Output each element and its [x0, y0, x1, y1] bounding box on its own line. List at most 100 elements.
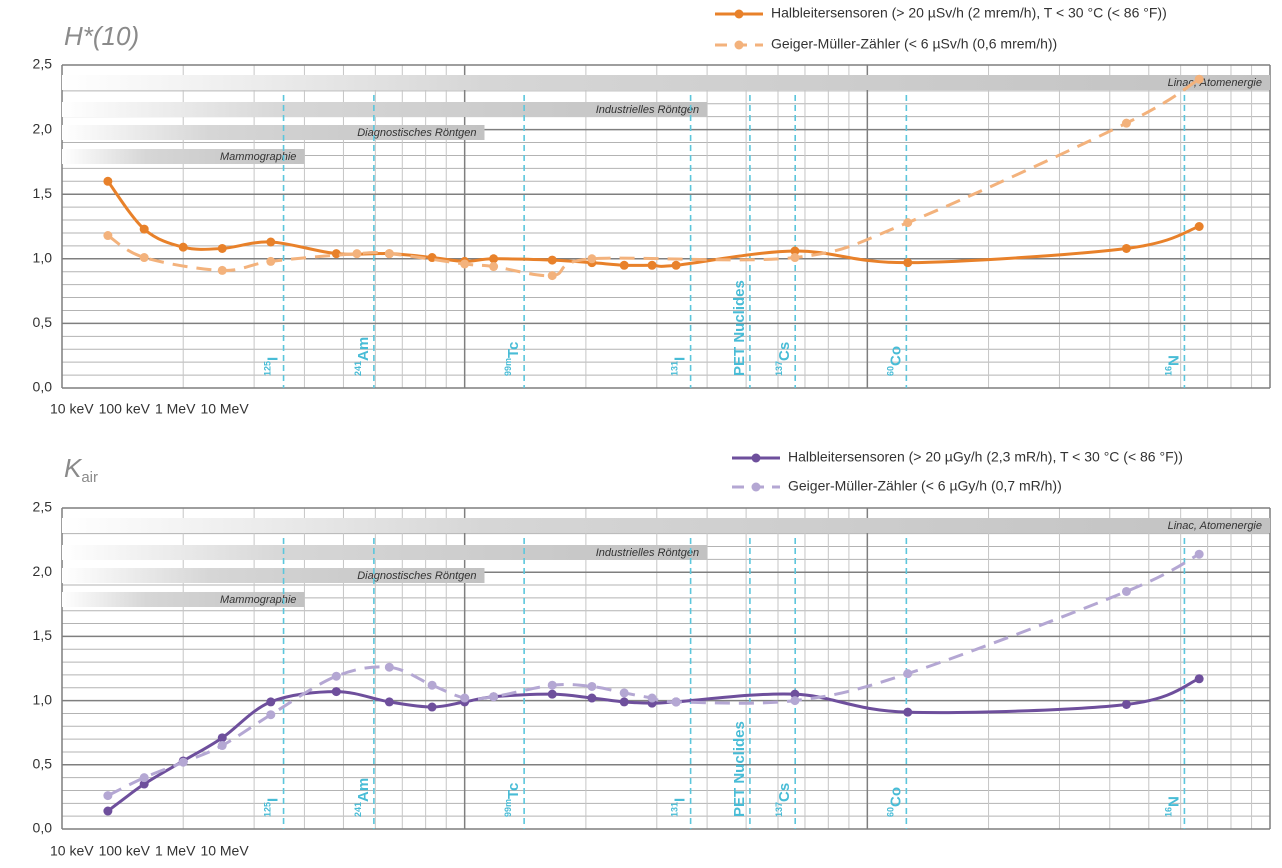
data-point	[1121, 118, 1131, 128]
nuclide-mass: 60	[886, 807, 896, 817]
nuclide-symbol: I	[265, 357, 282, 361]
y-tick-label: 0,0	[33, 820, 53, 836]
nuclide-mass: 131	[670, 361, 680, 376]
legend-label: Halbleitersensoren (> 20 µGy/h (2,3 mR/h…	[788, 449, 1183, 465]
data-point	[587, 693, 597, 703]
data-point	[547, 271, 557, 281]
data-point	[790, 246, 800, 256]
y-tick-label: 1,5	[33, 627, 53, 643]
nuclide-symbol: Am	[355, 337, 372, 361]
data-point	[587, 254, 597, 264]
data-point	[352, 249, 362, 259]
data-point	[103, 231, 113, 241]
data-point	[460, 693, 470, 703]
legend-marker	[734, 40, 744, 50]
data-point	[647, 693, 657, 703]
nuclide-mass: 137	[775, 802, 785, 817]
chart-title-main: K	[64, 453, 83, 483]
x-tick-label: 10 MeV	[200, 401, 249, 417]
data-point	[427, 702, 437, 712]
data-point	[103, 791, 113, 801]
series-line	[107, 77, 1200, 278]
range-label: Diagnostisches Röntgen	[357, 127, 476, 139]
y-tick-label: 1,0	[33, 691, 53, 707]
data-point	[903, 707, 913, 717]
data-point	[1121, 586, 1131, 596]
nuclide-mass: 241	[353, 802, 363, 817]
x-tick-label: 10 MeV	[200, 843, 249, 859]
range-band	[62, 149, 305, 164]
nuclide-label: 241Am	[353, 778, 372, 817]
series-line	[107, 552, 1200, 797]
data-point	[547, 689, 557, 699]
range-label: Mammographie	[220, 594, 296, 606]
nuclide-label: 131I	[670, 798, 689, 817]
series-line	[106, 180, 1200, 268]
data-point	[671, 260, 681, 270]
y-tick-label: 1,0	[33, 250, 53, 266]
y-tick-label: 1,5	[33, 185, 53, 201]
data-point	[427, 253, 437, 263]
data-point	[489, 262, 499, 272]
data-point	[139, 224, 149, 234]
nuclide-label: 137Cs	[775, 342, 794, 376]
legend-marker	[751, 482, 761, 492]
series-line	[106, 677, 1200, 813]
nuclide-label: PET Nuclides	[731, 280, 748, 376]
range-band	[62, 568, 485, 583]
data-point	[1121, 243, 1131, 253]
legend-marker	[734, 9, 744, 19]
range-band	[62, 592, 305, 607]
nuclide-label: 125I	[263, 357, 282, 376]
x-tick-label: 10 keV	[50, 843, 94, 859]
data-point	[489, 254, 499, 264]
data-point	[790, 253, 800, 263]
nuclide-symbol: Tc	[505, 783, 522, 799]
nuclide-symbol: I	[672, 798, 689, 802]
data-point	[489, 692, 499, 702]
data-point	[266, 237, 276, 247]
data-point	[139, 773, 149, 783]
nuclide-label: 60Co	[886, 346, 905, 376]
data-point	[217, 741, 227, 751]
nuclide-symbol: Co	[887, 346, 904, 366]
y-tick-label: 2,0	[33, 563, 53, 579]
data-point	[619, 697, 629, 707]
nuclide-symbol: N	[1165, 796, 1182, 807]
data-point	[384, 697, 394, 707]
nuclide-mass: 16	[1164, 807, 1174, 817]
data-point	[178, 242, 188, 252]
data-point	[1194, 674, 1204, 684]
y-tick-label: 0,0	[33, 379, 53, 395]
data-point	[547, 255, 557, 265]
x-tick-label: 1 MeV	[155, 843, 196, 859]
chart-title: H*(10)	[64, 21, 139, 51]
data-point	[671, 697, 681, 707]
nuclide-symbol: Co	[887, 787, 904, 807]
data-point	[619, 260, 629, 270]
nuclide-label: 99mTc	[504, 342, 523, 376]
nuclide-label: 16N	[1164, 796, 1183, 817]
data-point	[217, 265, 227, 275]
nuclide-symbol: Cs	[776, 342, 793, 361]
range-label: Mammographie	[220, 151, 296, 163]
data-point	[619, 688, 629, 698]
data-point	[587, 681, 597, 691]
x-tick-label: 100 keV	[99, 843, 151, 859]
data-point	[103, 176, 113, 186]
y-tick-label: 0,5	[33, 756, 53, 772]
data-point	[903, 218, 913, 228]
data-point	[178, 757, 188, 767]
range-band	[62, 518, 1270, 533]
nuclide-symbol: I	[672, 357, 689, 361]
nuclide-label: PET Nuclides	[731, 721, 748, 817]
data-point	[217, 243, 227, 253]
y-tick-label: 2,0	[33, 120, 53, 136]
data-point	[331, 671, 341, 681]
nuclide-symbol: Cs	[776, 783, 793, 802]
nuclide-mass: 241	[353, 361, 363, 376]
legend-label: Halbleitersensoren (> 20 µSv/h (2 mrem/h…	[771, 5, 1167, 21]
data-point	[1194, 74, 1204, 84]
